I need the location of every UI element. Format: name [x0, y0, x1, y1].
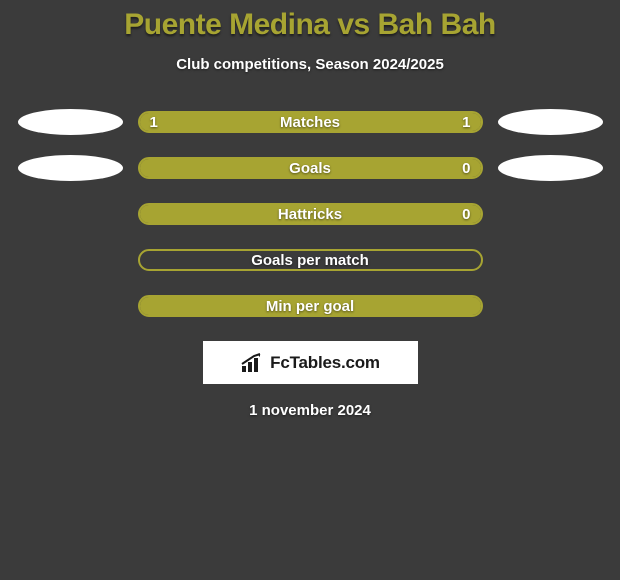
stat-bar: Goals per match	[138, 249, 483, 271]
ellipse-spacer	[498, 293, 603, 319]
date-label: 1 november 2024	[0, 402, 620, 419]
stat-label: Goals	[140, 159, 481, 177]
stat-row: Goals per match	[0, 249, 620, 271]
ellipse-spacer	[498, 201, 603, 227]
player-left-ellipse	[18, 155, 123, 181]
stat-label: Matches	[140, 113, 481, 131]
player-left-ellipse	[18, 109, 123, 135]
stat-row: Min per goal	[0, 295, 620, 317]
stat-label: Goals per match	[140, 251, 481, 269]
ellipse-spacer	[498, 247, 603, 273]
logo-text: FcTables.com	[270, 353, 380, 373]
stat-row: 0 Goals	[0, 157, 620, 179]
ellipse-spacer	[18, 201, 123, 227]
ellipse-spacer	[18, 247, 123, 273]
subtitle: Club competitions, Season 2024/2025	[0, 56, 620, 73]
stat-row: 1 1 Matches	[0, 111, 620, 133]
stat-bar: 0 Hattricks	[138, 203, 483, 225]
logo-box: FcTables.com	[203, 341, 418, 384]
ellipse-spacer	[18, 293, 123, 319]
stat-rows: 1 1 Matches 0 Goals	[0, 111, 620, 317]
page-title: Puente Medina vs Bah Bah	[0, 0, 620, 42]
player-right-ellipse	[498, 109, 603, 135]
bar-chart-icon	[240, 352, 264, 374]
stat-row: 0 Hattricks	[0, 203, 620, 225]
stat-bar: 0 Goals	[138, 157, 483, 179]
stat-bar: 1 1 Matches	[138, 111, 483, 133]
page-root: Puente Medina vs Bah Bah Club competitio…	[0, 0, 620, 580]
stat-label: Min per goal	[140, 297, 481, 315]
stat-label: Hattricks	[140, 205, 481, 223]
player-right-ellipse	[498, 155, 603, 181]
stat-bar: Min per goal	[138, 295, 483, 317]
